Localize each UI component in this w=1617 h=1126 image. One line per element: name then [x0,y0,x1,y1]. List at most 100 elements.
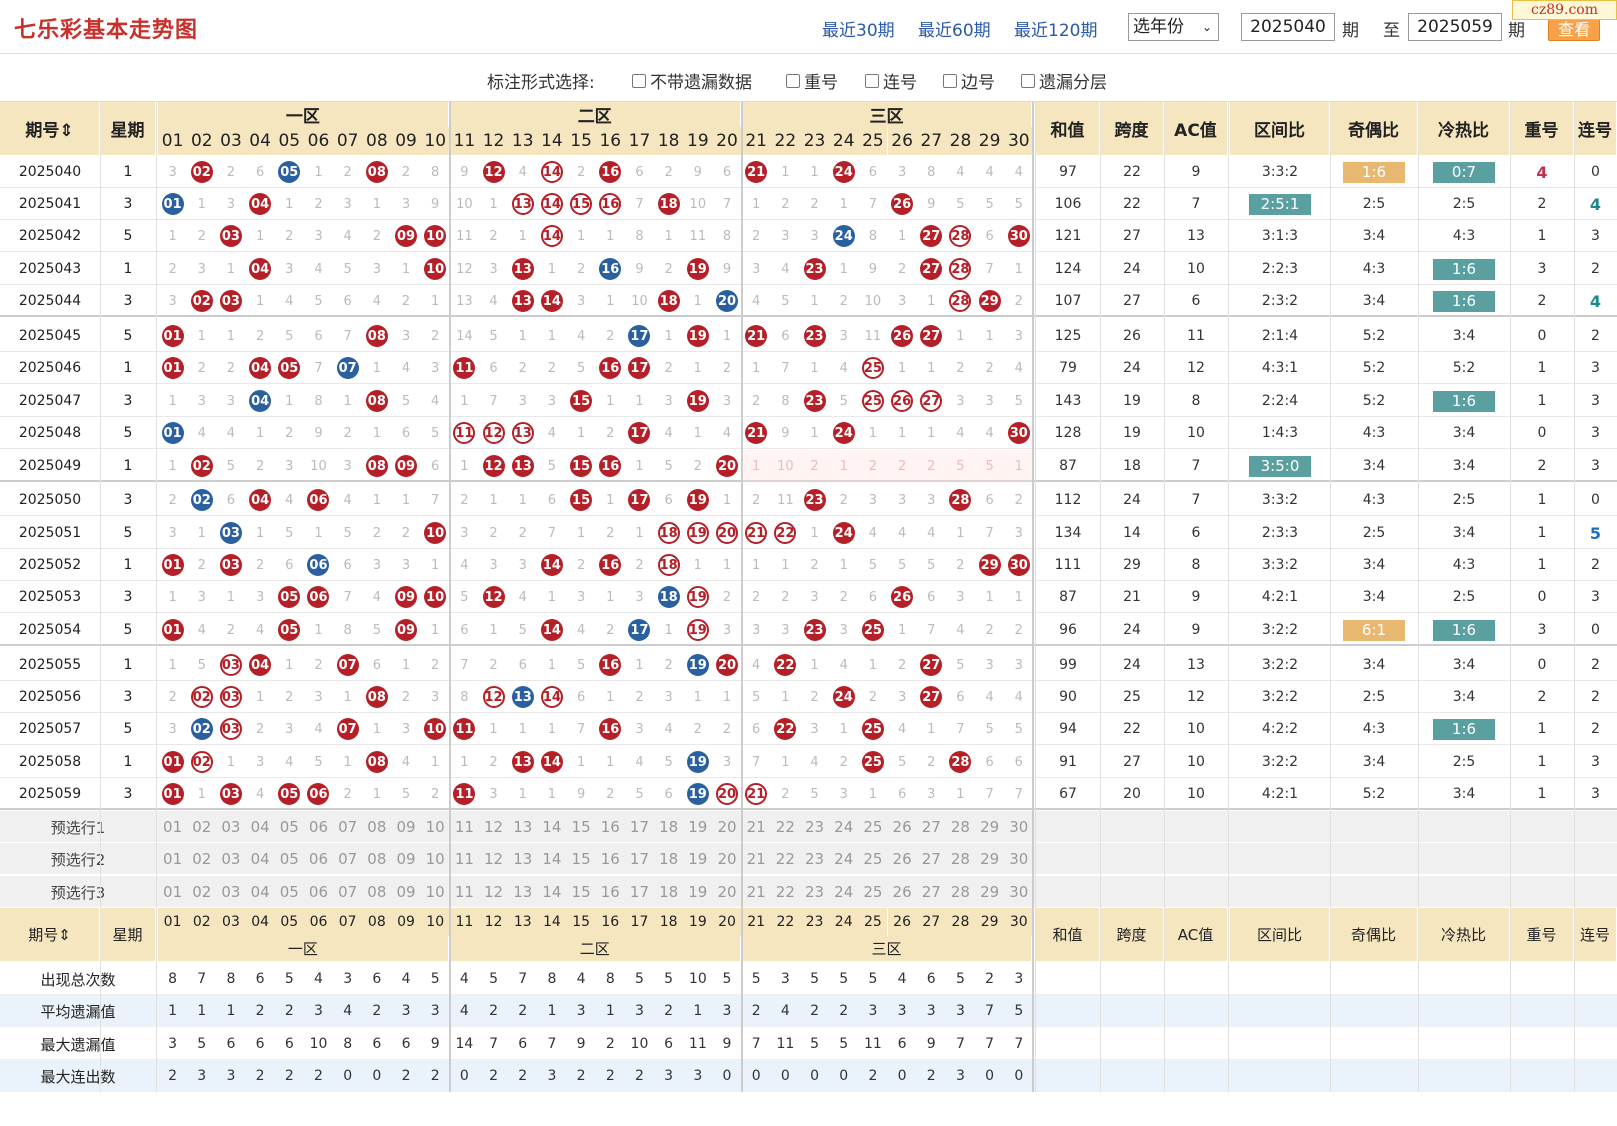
preselect-number-19[interactable]: 19 [688,850,708,868]
preselect-number-15[interactable]: 15 [571,850,591,868]
preselect-number-24[interactable]: 24 [834,850,854,868]
preselect-number-05[interactable]: 05 [279,818,299,836]
preselect-number-06[interactable]: 06 [308,818,329,836]
preselect-number-12[interactable]: 12 [484,818,504,836]
recent-30-link[interactable]: 最近30期 [822,21,895,41]
preselect-number-07[interactable]: 07 [338,850,358,868]
preselect-number-16[interactable]: 16 [600,883,620,901]
period-header[interactable]: 期号⇕ [0,102,100,155]
checkbox[interactable] [1021,73,1035,88]
preselect-number-23[interactable]: 23 [804,818,825,836]
preselect-number-19[interactable]: 19 [688,818,708,836]
preselect-number-14[interactable]: 14 [542,850,562,868]
preselect-number-04[interactable]: 04 [250,850,270,868]
preselect-number-11[interactable]: 11 [454,850,474,868]
preselect-number-12[interactable]: 12 [484,883,504,901]
preselect-number-20[interactable]: 20 [717,850,737,868]
preselect-number-25[interactable]: 25 [863,883,883,901]
preselect-number-23[interactable]: 23 [804,883,825,901]
preselect-number-17[interactable]: 17 [629,818,649,836]
option-repeat[interactable]: 重号 [786,68,838,93]
preselect-number-01[interactable]: 01 [163,883,183,901]
preselect-number-13[interactable]: 13 [513,883,533,901]
preselect-number-02[interactable]: 02 [192,818,212,836]
preselect-number-29[interactable]: 29 [980,818,1000,836]
preselect-number-28[interactable]: 28 [950,818,970,836]
preselect-number-24[interactable]: 24 [834,883,854,901]
preselect-number-10[interactable]: 10 [425,818,445,836]
recent-120-link[interactable]: 最近120期 [1014,21,1098,41]
preselect-number-21[interactable]: 21 [746,850,766,868]
preselect-number-17[interactable]: 17 [629,883,649,901]
period-header[interactable]: 期号⇕ [0,908,100,961]
preselect-number-10[interactable]: 10 [425,850,445,868]
checkbox[interactable] [632,73,646,88]
preselect-number-27[interactable]: 27 [921,883,941,901]
option-no-miss-data[interactable]: 不带遗漏数据 [632,68,752,93]
preselect-number-03[interactable]: 03 [221,818,241,836]
preselect-number-18[interactable]: 18 [659,850,679,868]
preselect-number-18[interactable]: 18 [659,883,679,901]
preselect-number-02[interactable]: 02 [192,883,212,901]
preselect-number-07[interactable]: 07 [338,883,358,901]
checkbox[interactable] [865,73,879,88]
preselect-number-02[interactable]: 02 [192,850,212,868]
preselect-number-08[interactable]: 08 [367,818,387,836]
preselect-number-03[interactable]: 03 [221,850,241,868]
preselect-number-15[interactable]: 15 [571,883,591,901]
preselect-number-08[interactable]: 08 [367,850,387,868]
preselect-number-17[interactable]: 17 [629,850,649,868]
preselect-number-30[interactable]: 30 [1009,818,1029,836]
preselect-number-14[interactable]: 14 [542,883,562,901]
preselect-number-16[interactable]: 16 [600,818,620,836]
recent-60-link[interactable]: 最近60期 [918,21,991,41]
option-miss-layer[interactable]: 遗漏分层 [1021,68,1107,93]
checkbox[interactable] [786,73,800,88]
preselect-number-11[interactable]: 11 [454,818,474,836]
preselect-number-28[interactable]: 28 [950,850,970,868]
preselect-number-05[interactable]: 05 [279,850,299,868]
preselect-number-07[interactable]: 07 [338,818,358,836]
preselect-number-25[interactable]: 25 [863,850,883,868]
preselect-number-27[interactable]: 27 [921,850,941,868]
preselect-number-22[interactable]: 22 [775,883,795,901]
preselect-number-09[interactable]: 09 [396,818,416,836]
preselect-number-01[interactable]: 01 [163,818,183,836]
preselect-number-13[interactable]: 13 [513,818,533,836]
preselect-number-26[interactable]: 26 [892,818,912,836]
to-period-input[interactable]: 2025059 [1408,13,1502,41]
preselect-number-21[interactable]: 21 [746,818,766,836]
preselect-number-27[interactable]: 27 [921,818,941,836]
preselect-number-12[interactable]: 12 [484,850,504,868]
from-period-input[interactable]: 2025040 [1241,13,1335,41]
preselect-number-30[interactable]: 30 [1009,883,1029,901]
preselect-number-06[interactable]: 06 [308,850,329,868]
preselect-number-04[interactable]: 04 [250,818,270,836]
preselect-number-04[interactable]: 04 [250,883,270,901]
preselect-number-19[interactable]: 19 [688,883,708,901]
preselect-number-20[interactable]: 20 [717,883,737,901]
preselect-number-18[interactable]: 18 [659,818,679,836]
preselect-number-03[interactable]: 03 [221,883,241,901]
checkbox[interactable] [943,73,957,88]
preselect-number-20[interactable]: 20 [717,818,737,836]
preselect-number-28[interactable]: 28 [950,883,970,901]
preselect-number-06[interactable]: 06 [308,883,329,901]
preselect-number-26[interactable]: 26 [892,883,912,901]
preselect-number-13[interactable]: 13 [513,850,533,868]
preselect-number-26[interactable]: 26 [892,850,912,868]
preselect-number-21[interactable]: 21 [746,883,766,901]
option-edge[interactable]: 边号 [943,68,995,93]
preselect-number-30[interactable]: 30 [1009,850,1029,868]
year-select[interactable]: 选年份 ⌄ [1128,13,1219,41]
preselect-number-05[interactable]: 05 [279,883,299,901]
preselect-number-14[interactable]: 14 [542,818,562,836]
preselect-number-24[interactable]: 24 [834,818,854,836]
query-button[interactable]: 查看 [1548,18,1600,41]
preselect-number-09[interactable]: 09 [396,883,416,901]
preselect-number-11[interactable]: 11 [454,883,474,901]
preselect-number-09[interactable]: 09 [396,850,416,868]
preselect-number-10[interactable]: 10 [425,883,445,901]
preselect-number-22[interactable]: 22 [775,818,795,836]
preselect-number-29[interactable]: 29 [980,883,1000,901]
